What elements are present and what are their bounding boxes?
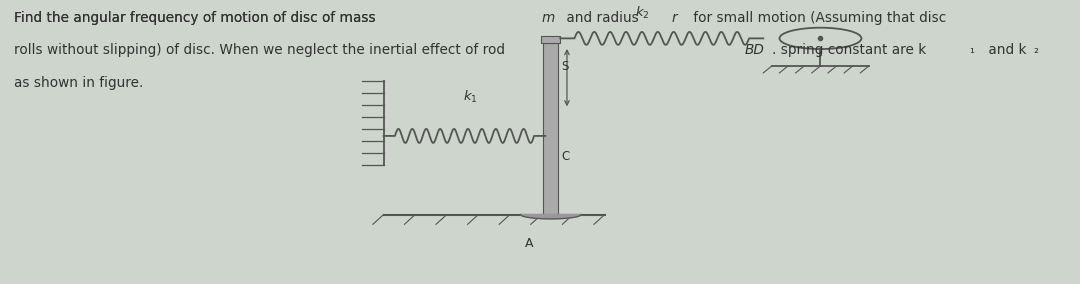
Text: m: m (541, 11, 555, 25)
Text: . spring constant are k: . spring constant are k (772, 43, 927, 57)
Text: as shown in figure.: as shown in figure. (14, 76, 143, 89)
Text: ₂: ₂ (1032, 43, 1038, 56)
Text: $k_2$: $k_2$ (635, 5, 650, 21)
Polygon shape (541, 36, 561, 43)
Text: A: A (525, 237, 534, 250)
Text: and radius: and radius (562, 11, 643, 25)
Text: Find the angular frequency of motion of disc of mass: Find the angular frequency of motion of … (14, 11, 380, 25)
Polygon shape (543, 43, 558, 214)
Text: ₁: ₁ (969, 43, 974, 56)
Text: $k_1$: $k_1$ (462, 89, 477, 105)
Polygon shape (521, 214, 581, 219)
Text: and k: and k (984, 43, 1027, 57)
Text: BD: BD (745, 43, 765, 57)
Text: r: r (672, 11, 677, 25)
Text: rolls without slipping) of disc. When we neglect the inertial effect of rod: rolls without slipping) of disc. When we… (14, 43, 509, 57)
Text: C: C (562, 150, 570, 163)
Text: Find the angular frequency of motion of disc of mass: Find the angular frequency of motion of … (14, 11, 380, 25)
Text: S: S (562, 60, 569, 73)
Text: for small motion (Assuming that disc: for small motion (Assuming that disc (689, 11, 946, 25)
